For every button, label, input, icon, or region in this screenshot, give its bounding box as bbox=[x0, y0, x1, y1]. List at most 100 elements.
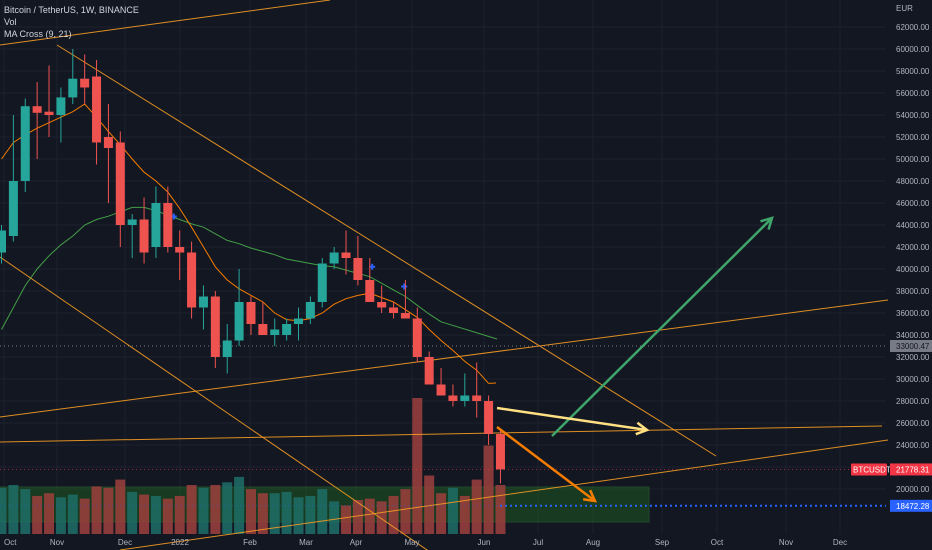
candle-body bbox=[294, 318, 303, 324]
volume-bar bbox=[400, 489, 411, 534]
volume-bar bbox=[55, 497, 66, 534]
volume-bar bbox=[305, 495, 316, 534]
volume-bar bbox=[424, 475, 435, 534]
volume-bar bbox=[91, 486, 102, 534]
trendline bbox=[56, 44, 717, 457]
candle-body bbox=[68, 78, 78, 98]
price-tick-label: 56000.00 bbox=[896, 89, 930, 98]
time-tick-label: Feb bbox=[243, 538, 257, 547]
volume-bar bbox=[127, 491, 138, 534]
time-tick-label: Oct bbox=[4, 538, 17, 547]
candle-body bbox=[484, 401, 494, 434]
volume-bar bbox=[483, 445, 494, 534]
price-tick-label: 40000.00 bbox=[896, 265, 930, 274]
price-tick-label: 62000.00 bbox=[896, 23, 930, 32]
candle-body bbox=[495, 434, 505, 470]
volume-bar bbox=[412, 398, 423, 534]
volume-bar bbox=[471, 479, 482, 534]
volume-bar bbox=[341, 505, 352, 534]
candle-body bbox=[246, 302, 256, 324]
sideways-arrow-head bbox=[635, 421, 650, 436]
time-tick-label: Nov bbox=[779, 538, 793, 547]
time-tick-label: Dec bbox=[118, 538, 132, 547]
time-tick-label: Jun bbox=[478, 538, 491, 547]
ma-cross-indicator-label[interactable]: MA Cross (9, 21) bbox=[4, 29, 72, 39]
candle-body bbox=[317, 263, 327, 302]
last-price-tag-label: 21778.31 bbox=[896, 465, 930, 474]
price-tick-label: 54000.00 bbox=[896, 111, 930, 120]
candle-body bbox=[32, 106, 42, 113]
volume-bar bbox=[269, 493, 280, 534]
price-tick-label: 50000.00 bbox=[896, 155, 930, 164]
price-tag bbox=[890, 499, 932, 512]
candle-body bbox=[365, 280, 375, 302]
volume-bar bbox=[67, 494, 78, 534]
candle-body bbox=[127, 219, 137, 225]
last-price-tag bbox=[890, 463, 932, 476]
ma-fast-line bbox=[1, 103, 489, 384]
candle-body bbox=[329, 252, 339, 264]
candle-body bbox=[115, 142, 125, 225]
candle-body bbox=[412, 318, 422, 357]
price-tag-label: 33000.47 bbox=[896, 342, 930, 351]
time-tick-label: Sep bbox=[655, 538, 670, 547]
candle-body bbox=[460, 395, 470, 401]
volume-bar bbox=[281, 491, 292, 534]
volume-bar bbox=[222, 482, 233, 534]
candle-body bbox=[210, 296, 220, 357]
price-axis[interactable]: EUR20000.0022000.0024000.0026000.0028000… bbox=[896, 4, 930, 494]
volume-bar bbox=[317, 489, 328, 534]
price-tick-label: 42000.00 bbox=[896, 243, 930, 252]
candle-body bbox=[448, 395, 458, 401]
volume-bar bbox=[150, 495, 161, 534]
trendlines bbox=[0, 0, 889, 550]
price-tick-label: 30000.00 bbox=[896, 375, 930, 384]
sideways-arrow bbox=[496, 406, 648, 432]
ma-slow-line-ext bbox=[440, 321, 498, 340]
price-tags: 33000.47 BTCUSDT 21778.31 18472.28 bbox=[851, 339, 932, 512]
candle-body bbox=[0, 230, 6, 253]
candle-body bbox=[472, 395, 482, 401]
price-tick-label: 20000.00 bbox=[896, 485, 930, 494]
volume-bar bbox=[139, 494, 150, 534]
chart-legend: Bitcoin / TetherUS, 1W, BINANCE Vol MA C… bbox=[4, 4, 139, 40]
time-axis[interactable]: Oct Nov Dec 2022 Feb Mar Apr May Jun Jul Aug Sep Oct… bbox=[4, 538, 847, 547]
volume-bar bbox=[103, 487, 114, 534]
candle-body bbox=[56, 97, 66, 115]
candle-body bbox=[198, 296, 208, 308]
symbol-title[interactable]: Bitcoin / TetherUS, 1W, BINANCE bbox=[4, 5, 139, 15]
price-tag bbox=[890, 339, 932, 352]
volume-bar bbox=[79, 498, 90, 534]
volume-bar bbox=[245, 489, 256, 534]
volume-bar bbox=[32, 495, 43, 534]
candle-body bbox=[424, 357, 434, 385]
volume-bar bbox=[436, 493, 447, 534]
candle-body bbox=[139, 219, 149, 253]
candle-body bbox=[270, 329, 280, 335]
price-tick-label: 36000.00 bbox=[896, 309, 930, 318]
price-tick-label: 58000.00 bbox=[896, 67, 930, 76]
price-tick-label: 46000.00 bbox=[896, 199, 930, 208]
volume-bar bbox=[364, 498, 375, 534]
volume-bar bbox=[447, 487, 458, 534]
time-tick-label: Nov bbox=[50, 538, 64, 547]
volume-bar bbox=[293, 497, 304, 534]
candle-body bbox=[400, 313, 410, 319]
time-tick-label: Dec bbox=[833, 538, 847, 547]
volume-bar bbox=[115, 479, 126, 534]
candle-body bbox=[163, 203, 173, 247]
candle-body bbox=[222, 340, 232, 357]
volume-bar bbox=[388, 495, 399, 534]
moving-averages bbox=[1, 103, 498, 384]
volume-indicator-label[interactable]: Vol bbox=[4, 17, 17, 27]
price-tick-label: 32000.00 bbox=[896, 353, 930, 362]
candle-body bbox=[436, 384, 446, 396]
candle-body bbox=[92, 76, 102, 143]
trendline bbox=[119, 439, 889, 550]
volume-bar bbox=[234, 476, 245, 534]
price-tick-label: 24000.00 bbox=[896, 441, 930, 450]
candle-body bbox=[80, 78, 90, 88]
price-tick-label: 38000.00 bbox=[896, 287, 930, 296]
